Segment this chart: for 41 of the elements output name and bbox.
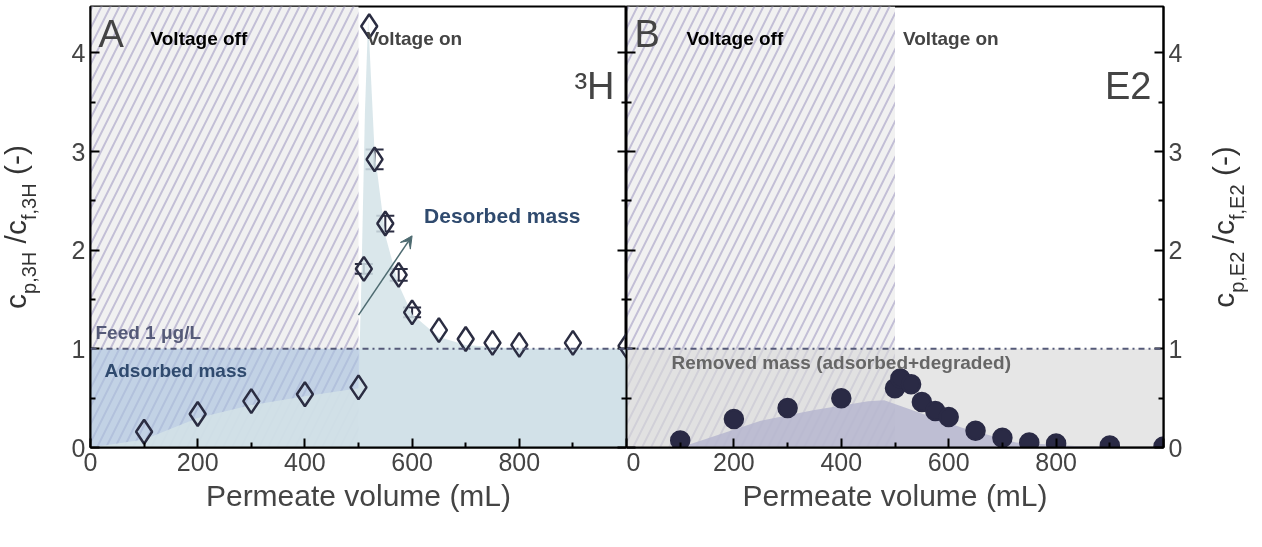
point [134, 418, 154, 445]
annotation: ³H [574, 64, 615, 107]
x-tick-label: 600 [391, 447, 433, 476]
y-tick-label: 1 [71, 334, 86, 363]
x-axis-title: Permeate volume (mL) [742, 478, 1048, 512]
annotation: B [634, 12, 660, 55]
band-label: Voltage off [686, 27, 784, 49]
y2-tick-label: 3 [1168, 137, 1183, 166]
ref-line-label: Feed 1 μg/L [95, 321, 202, 343]
annotation: Voltage on [903, 27, 999, 49]
x-tick-label: 200 [176, 447, 219, 476]
point [376, 210, 395, 237]
y2-axis-title: cp,E2 /cf,E2 (-) [1206, 146, 1248, 308]
point [402, 299, 422, 326]
point [349, 374, 368, 401]
y2-tick-label: 1 [1168, 334, 1183, 363]
y-axis-title: cp,3H /cf,3H (-) [0, 145, 40, 309]
x-tick-label: 800 [498, 447, 541, 476]
x-tick-label: 200 [713, 447, 755, 476]
point [354, 255, 374, 283]
point [295, 380, 315, 408]
x-tick-label: 400 [820, 447, 863, 476]
y2-tick-label: 2 [1168, 236, 1183, 265]
point [429, 316, 449, 344]
y-tick-label: 2 [71, 236, 86, 265]
annotation: E2 [1105, 64, 1152, 107]
x-tick-label: 800 [1035, 447, 1077, 476]
point [563, 329, 583, 357]
band-label: Adsorbed mass [104, 359, 248, 381]
y-tick-label: 4 [71, 38, 86, 67]
band-label: Voltage off [150, 27, 248, 49]
x-tick-label: 0 [626, 447, 641, 476]
y-tick-label: 3 [71, 137, 86, 166]
annotation: Voltage on [366, 27, 463, 49]
annotation: Desorbed mass [424, 204, 581, 227]
annotation: A [98, 12, 125, 55]
y2-tick-label: 4 [1168, 38, 1183, 67]
x-tick-label: 600 [927, 447, 970, 476]
x-tick-label: 400 [284, 447, 326, 476]
band-label: Removed mass (adsorbed+degraded) [671, 351, 1011, 373]
x-axis-title: Permeate volume (mL) [205, 478, 512, 512]
